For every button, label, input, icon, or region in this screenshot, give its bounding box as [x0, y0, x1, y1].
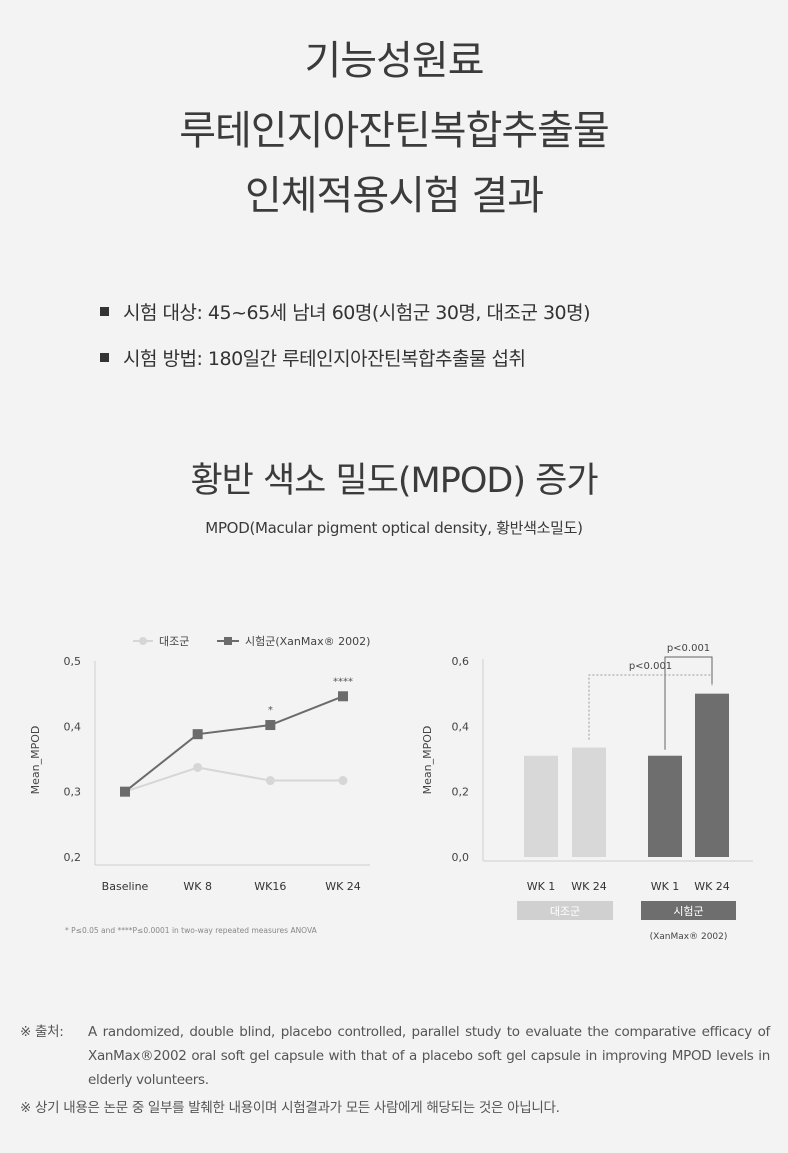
disclaimer-text: ※ 상기 내용은 논문 중 일부를 발췌한 내용이며 시험결과가 모든 사람에게… [20, 1100, 560, 1116]
line-point-control [265, 776, 275, 786]
bar [648, 755, 682, 857]
legend-test-label: 시험군(XanMax® 2002) [245, 635, 370, 648]
legend-test-marker [224, 637, 232, 645]
title-line-1: 기능성원료 [304, 38, 485, 84]
square-bullet-icon [100, 306, 109, 316]
study-method: 시험 방법: 180일간 루테인지아잔틴복합추출물 섭취 [100, 334, 590, 380]
source-label: ※ 출처: [20, 1024, 64, 1040]
significance-bracket-solid [664, 656, 713, 750]
line-x-tick: Baseline [102, 880, 149, 893]
bar-y-tick: 0,4 [452, 720, 470, 733]
line-chart-legend: 대조군 시험군(XanMax® 2002) [133, 635, 370, 648]
study-info-list: 시험 대상: 45~65세 남녀 60명(시험군 30명, 대조군 30명) 시… [100, 288, 591, 380]
line-point-control [193, 762, 203, 772]
group-note: (XanMax® 2002) [650, 932, 728, 942]
bar [572, 747, 606, 857]
significance-mark: **** [333, 676, 353, 687]
line-series-1 [124, 695, 344, 793]
significance-bracket-dashed [588, 674, 713, 740]
line-y-tick: 0,3 [64, 786, 82, 799]
line-y-tick: 0,2 [64, 851, 82, 864]
square-bullet-icon [100, 352, 109, 362]
source-row: ※ 출처: A randomized, double blind, placeb… [20, 1020, 770, 1092]
bar-x-tick: WK 24 [571, 880, 607, 893]
line-point-control [338, 776, 348, 786]
group-label: 대조군 [550, 905, 580, 918]
line-x-tick: WK 24 [325, 880, 361, 893]
legend-control-marker [139, 637, 147, 645]
bar-chart: Mean_MPOD 0,0 0,2 0,4 0,6 WK 1 WK 24 WK 1 WK 2… [421, 643, 753, 942]
line-x-tick: WK 8 [183, 880, 212, 893]
line-y-label: Mean_MPOD [29, 726, 42, 795]
bar [695, 693, 729, 857]
line-point-test [338, 691, 348, 702]
bar-x-tick: WK 1 [527, 880, 556, 893]
legend-control-label: 대조군 [159, 635, 189, 648]
bar [524, 755, 558, 857]
section-title: 황반 색소 밀도(MPOD) 증가 [190, 461, 598, 501]
line-point-test [192, 729, 203, 740]
title-line-2: 루테인지아잔틴복합추출물 [179, 108, 610, 154]
section-subtitle: MPOD(Macular pigment optical density, 황반… [205, 519, 583, 537]
bar-y-tick: 0,2 [452, 786, 470, 799]
line-chart: 대조군 시험군(XanMax® 2002) Mean_MPOD 0,2 0,3 0,… [29, 635, 370, 935]
line-y-tick: 0,4 [64, 720, 82, 733]
bar-x-tick: WK 24 [694, 880, 730, 893]
disclaimer-row: ※ 상기 내용은 논문 중 일부를 발췌한 내용이며 시험결과가 모든 사람에게… [20, 1096, 770, 1120]
line-chart-footnote: * P≤0.05 and ****P≤0.0001 in two-way rep… [65, 926, 318, 935]
bar-x-tick: WK 1 [651, 880, 680, 893]
source-text: A randomized, double blind, placebo cont… [88, 1024, 770, 1088]
line-point-test [265, 720, 276, 731]
line-y-tick: 0,5 [64, 655, 82, 668]
significance-label: p<0.001 [629, 661, 672, 672]
bar-y-tick: 0,6 [452, 655, 470, 668]
bar-y-label: Mean_MPOD [421, 726, 434, 795]
significance-label: p<0.001 [667, 643, 710, 654]
line-x-tick: WK16 [254, 880, 286, 893]
group-label: 시험군 [673, 905, 703, 918]
group-label-box [517, 901, 613, 920]
title-line-3: 인체적용시험 결과 [244, 173, 544, 219]
footer: ※ 출처: A randomized, double blind, placeb… [20, 1020, 770, 1120]
line-point-test [120, 786, 130, 797]
bar-y-tick: 0,0 [452, 851, 470, 864]
line-series-0 [124, 766, 343, 793]
group-label-box [641, 901, 736, 920]
study-subjects: 시험 대상: 45~65세 남녀 60명(시험군 30명, 대조군 30명) [100, 288, 591, 334]
significance-mark: * [268, 705, 273, 716]
